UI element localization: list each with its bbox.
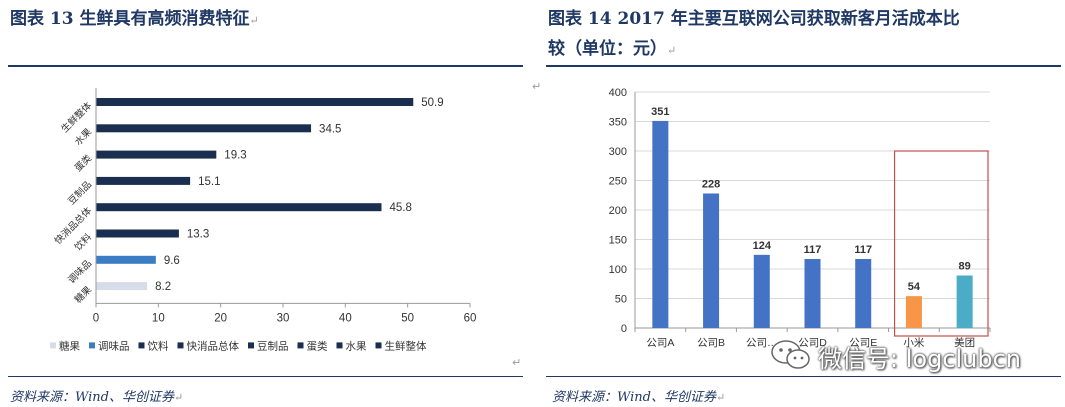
return-mark: ↵	[532, 80, 542, 93]
right-title-rule	[546, 65, 1061, 67]
category-label: 调味品	[65, 257, 94, 286]
y-tick-label: 50	[615, 294, 627, 306]
bar-蛋类	[96, 150, 217, 159]
legend-label: 快消品总体	[187, 339, 240, 352]
bar-value-label: 124	[753, 240, 772, 252]
watermark-text: 微信号: logclubcn	[818, 345, 1022, 373]
y-tick-label: 200	[609, 205, 627, 217]
x-tick-label: 20	[214, 312, 227, 324]
x-tick-label: 40	[339, 312, 352, 324]
left-bar-chart: 50.9 生鲜整体 34.5 水果 19.3 蛋类 15.1 豆制品 45.8 快消品总体 13.3…	[50, 88, 477, 352]
bar-value-label: 34.5	[319, 123, 341, 135]
bar-生鲜整体	[96, 98, 414, 106]
category-label: 公司D	[798, 337, 827, 349]
left-figure-title: 图表 13 生鲜具有高频消费特征↵	[10, 9, 259, 29]
legend-swatch-糖果	[50, 342, 56, 349]
bar-value-label: 117	[804, 244, 822, 256]
y-tick-label: 350	[609, 117, 627, 129]
category-label: 豆制品	[65, 179, 94, 208]
right-bar-chart: 0 50 100 150 200 250 300 350 400 351 公司A 228 公司B 124 公…	[609, 87, 991, 349]
category-label: 小米	[903, 336, 924, 349]
category-label: 公司A	[646, 337, 674, 349]
category-label: 美团	[954, 336, 975, 349]
legend-swatch-饮料	[138, 342, 145, 349]
bar-小米	[905, 296, 922, 328]
return-mark: ↵	[249, 14, 259, 27]
legend-swatch-快消品总体	[177, 342, 184, 349]
bar-value-label: 351	[651, 106, 669, 118]
wechat-icon	[771, 340, 810, 369]
bar-公司D	[804, 258, 821, 328]
y-tick-label: 100	[609, 264, 627, 276]
bar-饮料	[96, 229, 179, 238]
bar-value-label: 8.2	[155, 281, 171, 293]
category-label: 公司B	[697, 337, 725, 349]
bar-value-label: 15.1	[198, 176, 220, 188]
y-tick-label: 250	[609, 176, 627, 188]
category-label: 公司E	[849, 337, 877, 349]
legend-swatch-水果	[336, 342, 343, 349]
bar-value-label: 50.9	[421, 97, 443, 109]
legend-label: 水果	[346, 340, 367, 352]
x-tick-label: 0	[93, 312, 99, 324]
legend-label: 饮料	[148, 339, 169, 352]
bar-调味品	[96, 255, 156, 264]
bar-豆制品	[96, 176, 191, 185]
y-tick-label: 300	[609, 146, 627, 158]
legend-swatch-蛋类	[297, 342, 304, 349]
bar-value-label: 89	[959, 260, 971, 272]
x-tick-label: 50	[401, 312, 414, 324]
bar-公司A	[652, 120, 669, 328]
right-figure-title-line2: 较（单位：元）↵	[548, 39, 677, 59]
bar-value-label: 19.3	[224, 150, 246, 162]
right-source-note: 资料来源：Wind、华创证券↵	[552, 390, 726, 405]
category-label: 水果	[72, 126, 94, 148]
x-tick-label: 30	[277, 312, 290, 324]
legend-label: 蛋类	[307, 339, 328, 352]
x-tick-label: 10	[152, 312, 165, 324]
highlight-box	[893, 150, 989, 337]
bar-value-label: 117	[854, 244, 872, 256]
category-label: 饮料	[72, 231, 94, 253]
legend-label: 调味品	[98, 340, 130, 352]
bar-糖果	[96, 282, 148, 291]
bar-公司C	[753, 254, 770, 328]
right-figure-title-line1: 图表 14 2017 年主要互联网公司获取新客月活成本比	[548, 9, 960, 29]
bar-美团	[956, 275, 973, 328]
left-bottom-rule	[8, 376, 523, 377]
bar-value-label: 9.6	[164, 255, 180, 267]
right-bottom-rule	[546, 376, 1061, 377]
bar-水果	[96, 124, 312, 133]
y-tick-label: 0	[621, 323, 627, 335]
left-source-note: 资料来源：Wind、华创证券↵	[10, 390, 184, 405]
y-tick-label: 150	[609, 235, 627, 247]
legend-swatch-豆制品	[248, 342, 254, 349]
bar-公司E	[855, 258, 872, 328]
bar-value-label: 54	[908, 281, 921, 293]
legend-label: 豆制品	[257, 339, 289, 352]
bar-value-label: 13.3	[187, 229, 209, 241]
left-panel: 图表 13 生鲜具有高频消费特征↵ 50.9 生鲜整体 34.5 水果 19.3 蛋类 15…	[0, 0, 528, 407]
bar-快消品总体	[96, 203, 382, 212]
legend-swatch-调味品	[89, 342, 95, 349]
bar-value-label: 45.8	[389, 202, 411, 214]
wechat-watermark: 微信号: logclubcn	[770, 335, 1050, 379]
x-tick-label: 60	[464, 312, 477, 324]
category-label: 蛋类	[72, 152, 94, 174]
return-mark: ↵	[512, 356, 522, 369]
left-title-rule	[8, 65, 523, 67]
y-tick-label: 400	[609, 87, 627, 99]
legend-swatch-生鲜整体	[375, 342, 382, 349]
legend-label: 生鲜整体	[385, 339, 427, 352]
bar-value-label: 228	[702, 178, 720, 190]
legend-label: 糖果	[59, 339, 80, 352]
category-label: 糖果	[72, 283, 94, 305]
bar-公司B	[703, 193, 720, 328]
right-panel: 图表 14 2017 年主要互联网公司获取新客月活成本比 较（单位：元）↵ 0 5…	[532, 0, 1065, 407]
category-label: 公司…	[746, 337, 778, 349]
